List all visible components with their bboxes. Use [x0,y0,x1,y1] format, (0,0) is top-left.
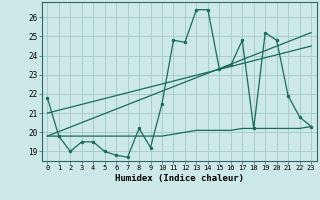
X-axis label: Humidex (Indice chaleur): Humidex (Indice chaleur) [115,174,244,183]
